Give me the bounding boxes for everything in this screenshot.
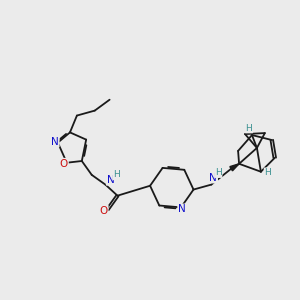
Text: H: H <box>215 168 222 177</box>
Text: H: H <box>246 124 252 133</box>
Text: N: N <box>178 204 186 214</box>
Text: O: O <box>100 206 108 215</box>
Text: N: N <box>107 175 114 185</box>
Text: O: O <box>60 159 68 169</box>
Text: N: N <box>51 136 59 147</box>
Polygon shape <box>230 164 239 171</box>
Text: H: H <box>113 170 120 179</box>
Text: H: H <box>264 168 271 177</box>
Text: N: N <box>209 173 217 183</box>
